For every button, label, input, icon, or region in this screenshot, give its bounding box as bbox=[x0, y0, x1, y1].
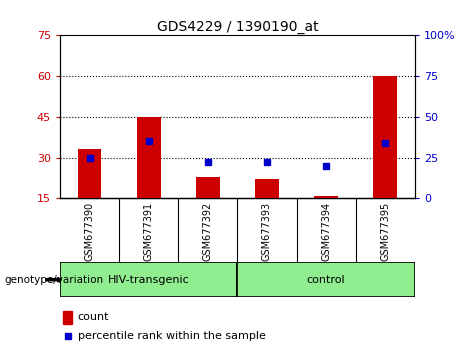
Text: GSM677394: GSM677394 bbox=[321, 201, 331, 261]
Bar bbox=[64, 311, 72, 324]
Bar bbox=[60, 262, 237, 297]
Bar bbox=[237, 262, 415, 297]
Text: count: count bbox=[77, 312, 109, 322]
Text: GSM677390: GSM677390 bbox=[84, 201, 95, 261]
Text: percentile rank within the sample: percentile rank within the sample bbox=[77, 331, 266, 341]
Title: GDS4229 / 1390190_at: GDS4229 / 1390190_at bbox=[157, 21, 318, 34]
Bar bbox=[77, 149, 101, 198]
Text: control: control bbox=[307, 275, 345, 285]
Bar bbox=[255, 179, 279, 198]
Bar bbox=[137, 117, 160, 198]
Text: GSM677391: GSM677391 bbox=[144, 201, 154, 261]
Bar bbox=[373, 76, 397, 198]
Text: GSM677395: GSM677395 bbox=[380, 201, 390, 261]
Bar bbox=[196, 177, 219, 198]
Text: HIV-transgenic: HIV-transgenic bbox=[108, 275, 189, 285]
Text: GSM677393: GSM677393 bbox=[262, 201, 272, 261]
Bar bbox=[314, 195, 338, 198]
Text: genotype/variation: genotype/variation bbox=[5, 275, 104, 285]
Text: GSM677392: GSM677392 bbox=[203, 201, 213, 261]
